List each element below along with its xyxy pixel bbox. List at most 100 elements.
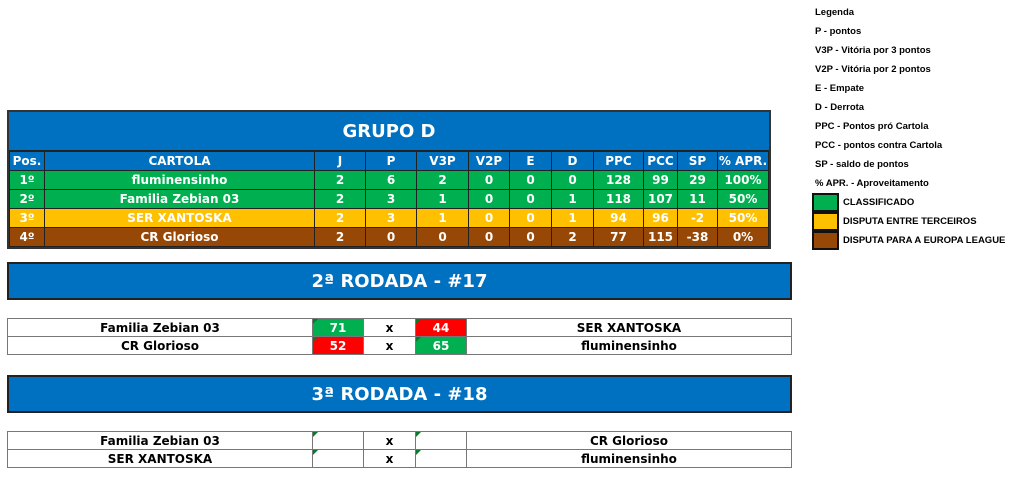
match-row: Familia Zebian 03 71 x 44 SER XANTOSKA: [7, 318, 792, 337]
away-team: CR Glorioso: [466, 431, 792, 450]
table-row: 2º Familia Zebian 03 2 3 1 0 0 1 118 107 11 50%: [9, 189, 769, 209]
color-swatch: [812, 231, 839, 250]
column-header: V3P: [416, 151, 469, 171]
match-table: Familia Zebian 03 71 x 44 SER XANTOSKA CR Glo…: [7, 318, 792, 355]
column-header: P: [365, 151, 417, 171]
table-cell: Familia Zebian 03: [44, 189, 315, 209]
table-row: 4º CR Glorioso 2 0 0 0 0 2 77 115 -38 0%: [9, 227, 769, 247]
away-team: fluminensinho: [466, 449, 792, 468]
table-cell: fluminensinho: [44, 170, 315, 190]
away-team: fluminensinho: [466, 336, 792, 355]
versus-label: x: [363, 431, 416, 450]
table-cell: 0: [509, 189, 552, 209]
color-swatch: [812, 212, 839, 231]
column-header: Pos.: [9, 151, 45, 171]
match-row: CR Glorioso 52 x 65 fluminensinho: [7, 336, 792, 355]
group-table: GRUPO D Pos. CARTOLA J P V3P V2P E D PPC PCC SP% A…: [7, 110, 771, 249]
legend-line: SP - saldo de pontos: [815, 159, 909, 170]
home-score[interactable]: 71: [312, 318, 364, 337]
swatch-label: DISPUTA ENTRE TERCEIROS: [843, 216, 977, 227]
table-cell: 2º: [9, 189, 45, 209]
legend-swatch-item: DISPUTA ENTRE TERCEIROS: [812, 212, 1005, 231]
table-cell: 115: [643, 227, 678, 247]
away-score[interactable]: 44: [415, 318, 467, 337]
home-score[interactable]: [312, 449, 364, 468]
legend-line: E - Empate: [815, 83, 865, 94]
table-cell: 99: [643, 170, 678, 190]
table-cell: 0: [468, 189, 510, 209]
table-cell: 0: [468, 170, 510, 190]
table-cell: -38: [677, 227, 718, 247]
table-cell: 6: [365, 170, 417, 190]
table-cell: -2: [677, 208, 718, 228]
column-header: PCC: [643, 151, 678, 171]
legend-swatch-item: CLASSIFICADO: [812, 193, 1005, 212]
table-cell: 0%: [717, 227, 769, 247]
table-cell: 100%: [717, 170, 769, 190]
table-cell: 96: [643, 208, 678, 228]
away-team: SER XANTOSKA: [466, 318, 792, 337]
table-cell: 0: [509, 208, 552, 228]
versus-label: x: [363, 336, 416, 355]
legend-line: V2P - Vitória por 2 pontos: [815, 64, 931, 75]
table-cell: 2: [551, 227, 594, 247]
color-swatch: [812, 193, 839, 212]
table-cell: 29: [677, 170, 718, 190]
table-row: 3º SER XANTOSKA 2 3 1 0 0 1 94 96 -2 50%: [9, 208, 769, 228]
table-cell: 2: [416, 170, 469, 190]
table-cell: 3: [365, 208, 417, 228]
table-cell: 50%: [717, 208, 769, 228]
table-cell: 0: [468, 208, 510, 228]
table-cell: 11: [677, 189, 718, 209]
away-score[interactable]: 65: [415, 336, 467, 355]
table-cell: 1: [551, 189, 594, 209]
legend-line: PCC - pontos contra Cartola: [815, 140, 943, 151]
home-score[interactable]: 52: [312, 336, 364, 355]
table-cell: 128: [593, 170, 644, 190]
group-title: GRUPO D: [9, 112, 769, 151]
home-team: Familia Zebian 03: [7, 318, 313, 337]
table-cell: 77: [593, 227, 644, 247]
legend-swatch-item: DISPUTA PARA A EUROPA LEAGUE: [812, 231, 1006, 250]
legend-line: V3P - Vitória por 3 pontos: [815, 45, 931, 56]
legend-line: D - Derrota: [815, 102, 865, 113]
versus-label: x: [363, 449, 416, 468]
match-table: Familia Zebian 03 x CR Glorioso SER XANTOSK…: [7, 431, 792, 468]
table-cell: 1: [416, 208, 469, 228]
match-row: SER XANTOSKA x fluminensinho: [7, 449, 792, 468]
table-cell: 0: [468, 227, 510, 247]
away-score[interactable]: [415, 431, 467, 450]
table-cell: 2: [314, 208, 366, 228]
table-cell: 0: [365, 227, 417, 247]
table-cell: 1º: [9, 170, 45, 190]
round-banner: 3ª RODADA - #18: [7, 375, 792, 413]
column-header: D: [551, 151, 594, 171]
table-cell: 50%: [717, 189, 769, 209]
table-cell: 118: [593, 189, 644, 209]
round-banner: 2ª RODADA - #17: [7, 262, 792, 300]
table-cell: 2: [314, 227, 366, 247]
table-cell: 3º: [9, 208, 45, 228]
table-cell: 2: [314, 189, 366, 209]
column-header: CARTOLA: [44, 151, 315, 171]
table-cell: 0: [509, 227, 552, 247]
match-row: Familia Zebian 03 x CR Glorioso: [7, 431, 792, 450]
legend-line: Legenda: [815, 7, 855, 18]
home-team: CR Glorioso: [7, 336, 313, 355]
column-header: E: [509, 151, 552, 171]
table-cell: 0: [509, 170, 552, 190]
table-cell: 3: [365, 189, 417, 209]
legend: Legenda P - pontos V3P - Vitória por 3 pon…: [812, 3, 1006, 250]
table-cell: 0: [416, 227, 469, 247]
table-cell: 4º: [9, 227, 45, 247]
header-row: Pos. CARTOLA J P V3P V2P E D PPC PCC SP% APR.: [9, 151, 769, 171]
table-cell: 1: [416, 189, 469, 209]
table-cell: CR Glorioso: [44, 227, 315, 247]
swatch-label: DISPUTA PARA A EUROPA LEAGUE: [843, 235, 1006, 246]
swatch-label: CLASSIFICADO: [843, 197, 915, 208]
table-cell: 2: [314, 170, 366, 190]
away-score[interactable]: [415, 449, 467, 468]
legend-line: PPC - Pontos pró Cartola: [815, 121, 929, 132]
home-score[interactable]: [312, 431, 364, 450]
table-cell: 1: [551, 208, 594, 228]
